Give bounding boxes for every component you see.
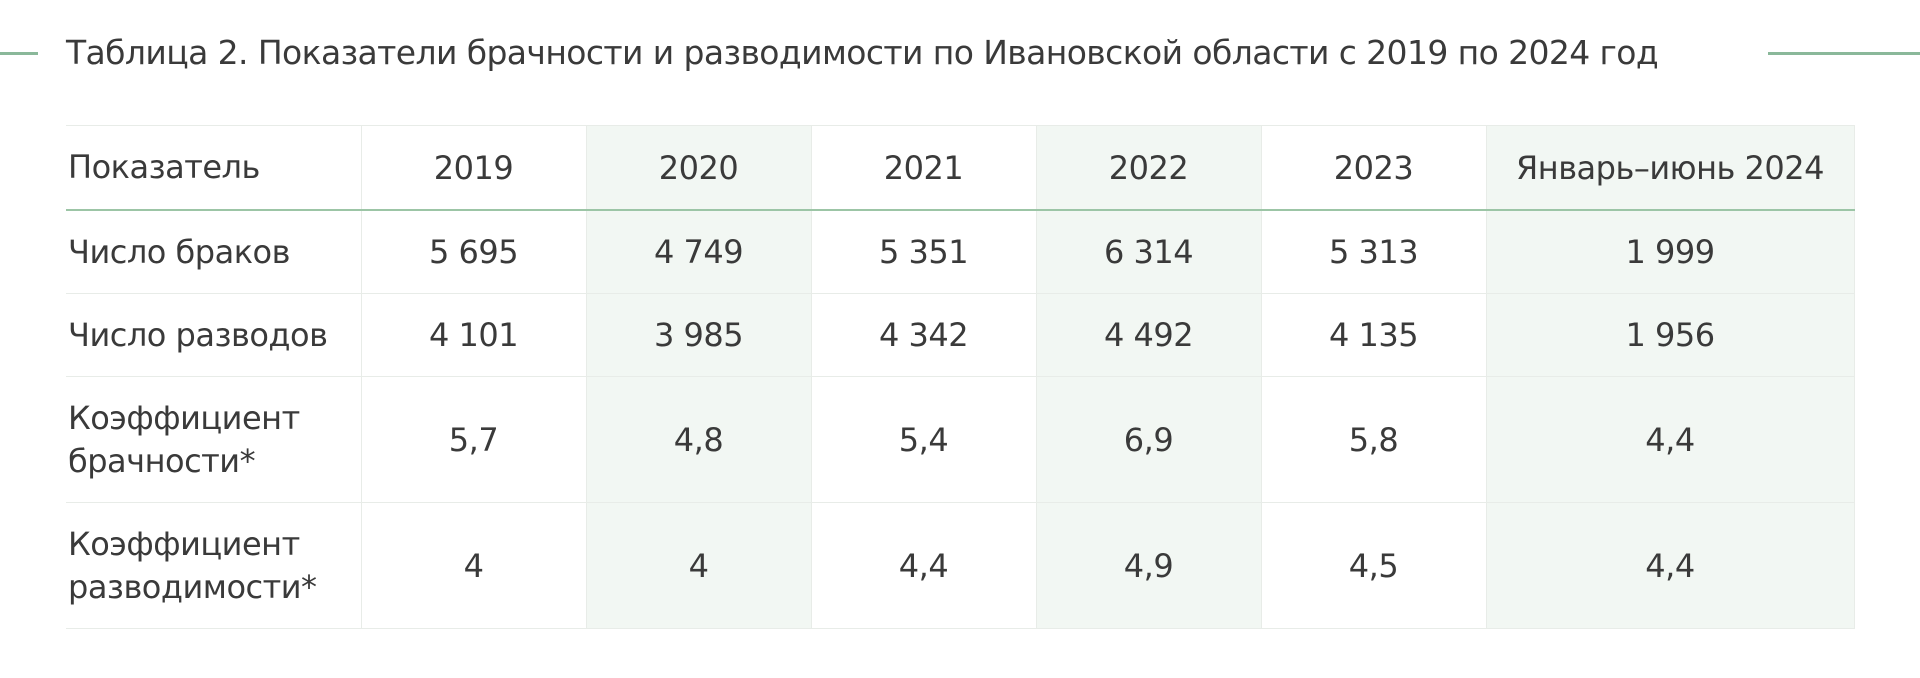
row-label-line1: Коэффициент <box>68 398 300 437</box>
header-jan-jun-2024: Январь–июнь 2024 <box>1486 125 1855 211</box>
table-cell: 5 695 <box>361 210 587 294</box>
table-cell: 4,8 <box>586 376 812 503</box>
table-cell: 3 985 <box>586 293 812 377</box>
table-cell: 5,4 <box>811 376 1037 503</box>
table-cell: 4,4 <box>1486 502 1855 629</box>
row-label-line2: разводимости* <box>68 567 317 606</box>
table-cell: 4 749 <box>586 210 812 294</box>
table-cell: 5,8 <box>1261 376 1487 503</box>
header-indicator: Показатель <box>66 125 362 211</box>
table-cell: 5,7 <box>361 376 587 503</box>
row-label: Коэффициент разводимости* <box>66 502 362 629</box>
table-cell: 4 101 <box>361 293 587 377</box>
header-year-2022: 2022 <box>1036 125 1262 211</box>
row-label-line1: Коэффициент <box>68 524 300 563</box>
table-cell: 4,4 <box>811 502 1037 629</box>
table-cell: 5 313 <box>1261 210 1487 294</box>
table-cell: 4,5 <box>1261 502 1487 629</box>
table-cell: 5 351 <box>811 210 1037 294</box>
header-year-2019: 2019 <box>361 125 587 211</box>
row-label-line2: брачности* <box>68 441 256 480</box>
table-header-row: Показатель 2019 2020 2021 2022 2023 Янва… <box>66 125 1855 211</box>
table-cell: 1 999 <box>1486 210 1855 294</box>
row-label: Коэффициент брачности* <box>66 376 362 503</box>
table-row-marriages: Число браков 5 695 4 749 5 351 6 314 5 3… <box>66 210 1855 294</box>
table-title: Таблица 2. Показатели брачности и развод… <box>66 33 1659 72</box>
table-cell: 4,9 <box>1036 502 1262 629</box>
table-row-marriage-rate: Коэффициент брачности* 5,7 4,8 5,4 6,9 5,… <box>66 376 1855 503</box>
header-year-2021: 2021 <box>811 125 1037 211</box>
table-row-divorces: Число разводов 4 101 3 985 4 342 4 492 4… <box>66 293 1855 377</box>
table-cell: 4 135 <box>1261 293 1487 377</box>
table-cell: 6 314 <box>1036 210 1262 294</box>
title-decor-line-left <box>0 52 38 55</box>
row-label: Число разводов <box>66 293 362 377</box>
title-decor-line-right <box>1768 52 1920 55</box>
table-cell: 4 342 <box>811 293 1037 377</box>
row-label: Число браков <box>66 210 362 294</box>
table-title-row: Таблица 2. Показатели брачности и развод… <box>0 22 1920 84</box>
table-cell: 4,4 <box>1486 376 1855 503</box>
table-cell: 1 956 <box>1486 293 1855 377</box>
table-cell: 4 492 <box>1036 293 1262 377</box>
header-year-2020: 2020 <box>586 125 812 211</box>
table-cell: 6,9 <box>1036 376 1262 503</box>
table-cell: 4 <box>361 502 587 629</box>
table-cell: 4 <box>586 502 812 629</box>
marriage-divorce-table: Показатель 2019 2020 2021 2022 2023 Янва… <box>66 125 1855 629</box>
header-year-2023: 2023 <box>1261 125 1487 211</box>
table-row-divorce-rate: Коэффициент разводимости* 4 4 4,4 4,9 4,5… <box>66 502 1855 629</box>
